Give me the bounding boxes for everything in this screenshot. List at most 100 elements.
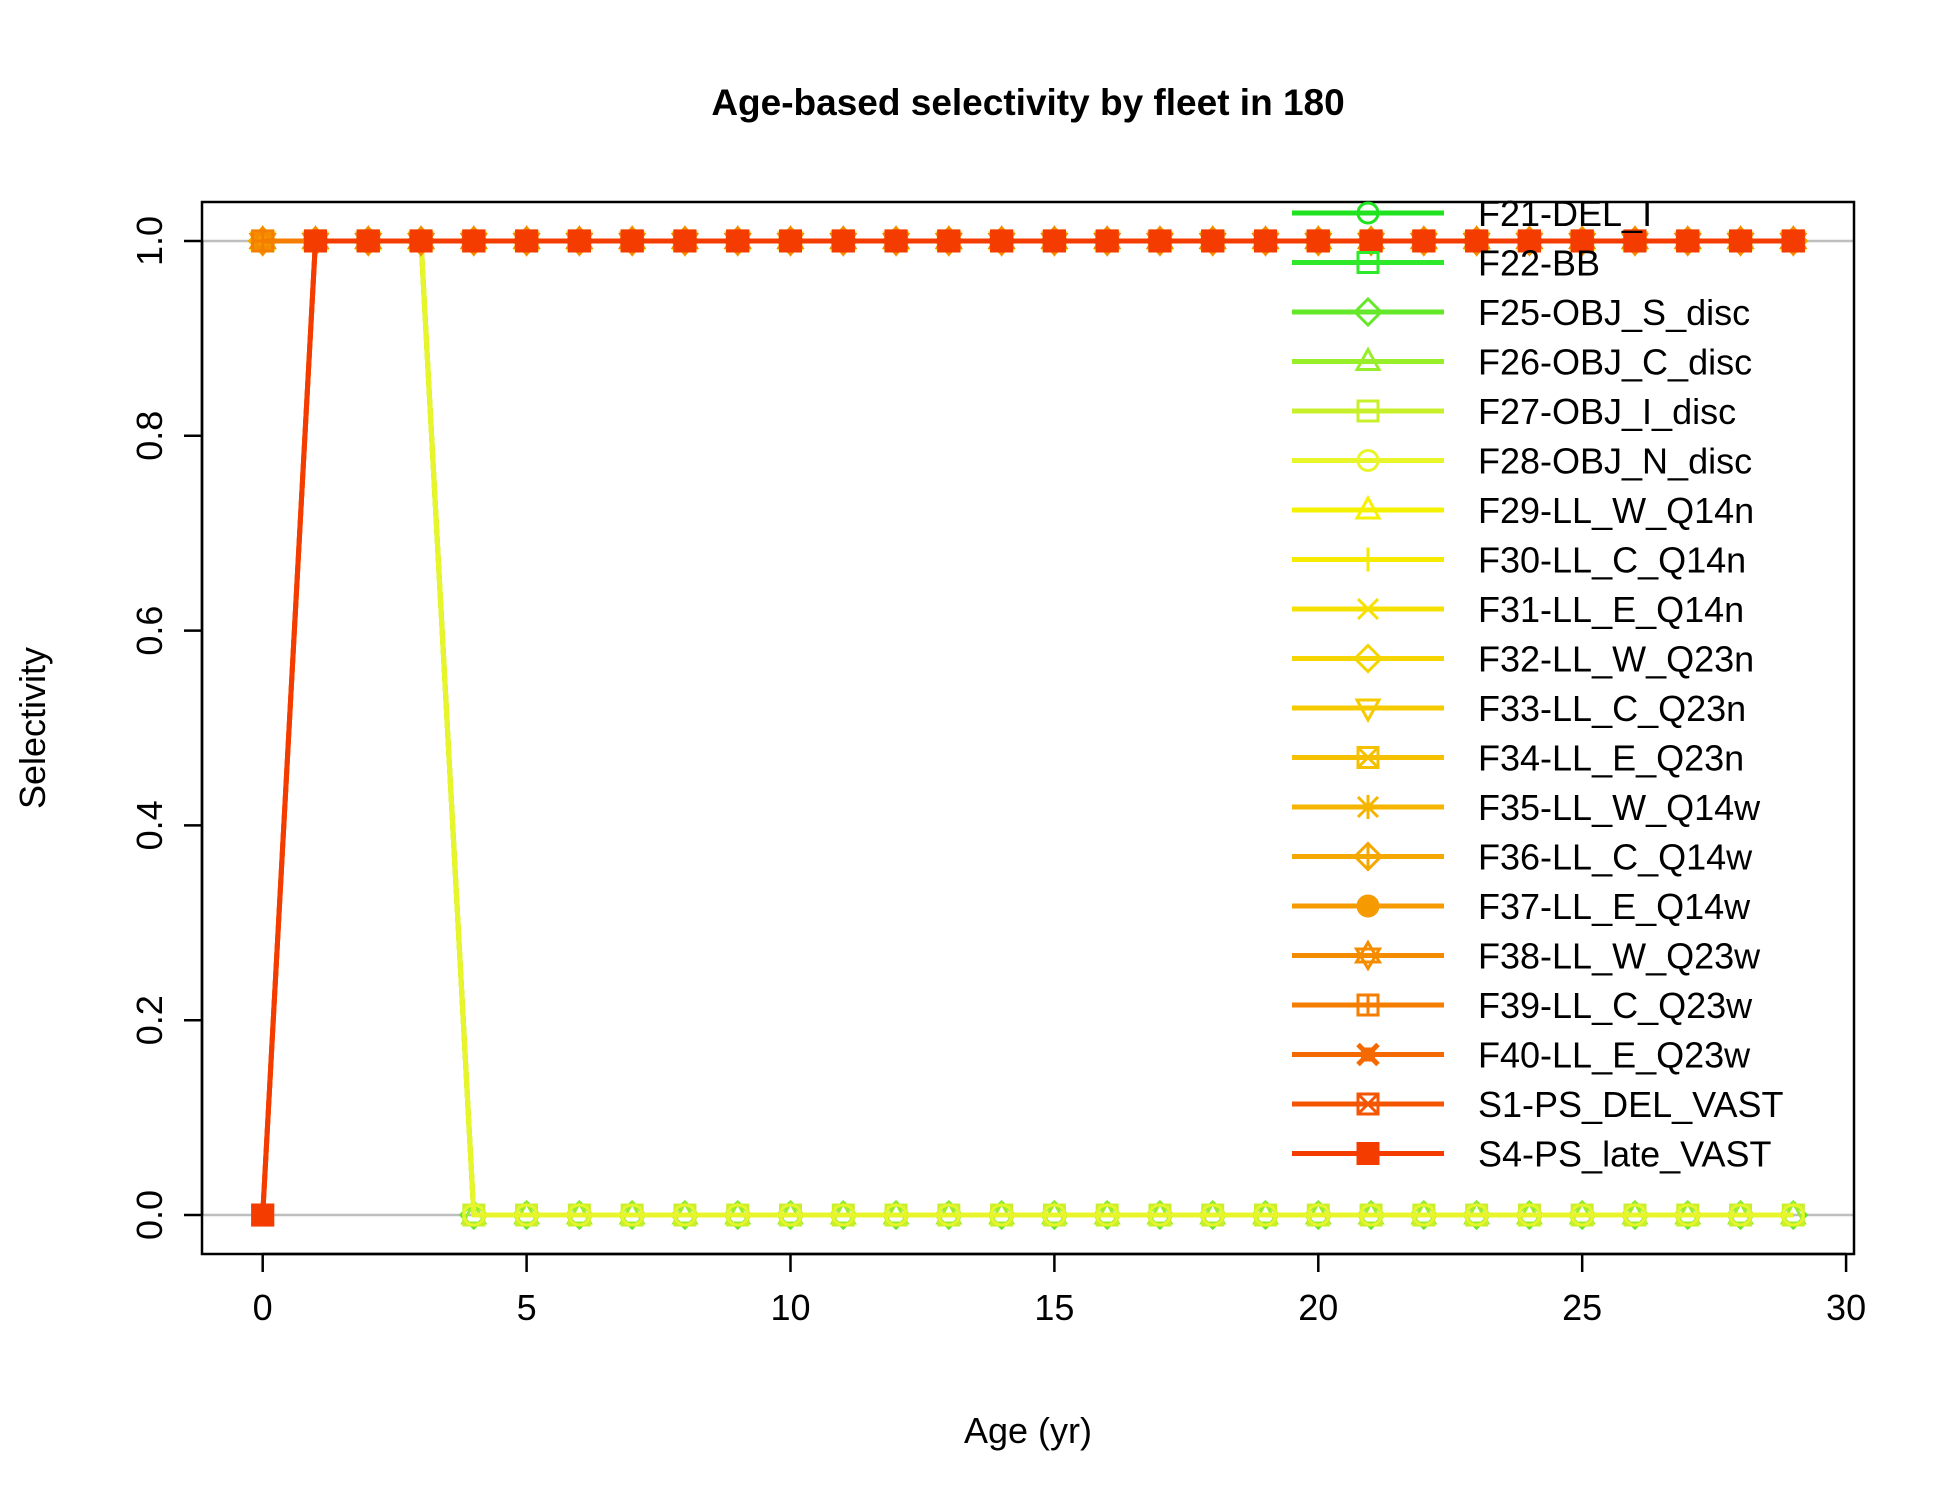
data-point: [990, 1203, 1014, 1227]
legend-marker: [1352, 296, 1384, 328]
data-point: [1729, 229, 1753, 253]
y-tick-label: 0.0: [129, 1190, 170, 1240]
legend-entry-f35-ll-w-q14w: F35-LL_W_Q14w: [1292, 787, 1761, 828]
series-s4-ps-late-vast: [251, 229, 1805, 1227]
data-point: [1623, 1203, 1647, 1227]
legend-label: F33-LL_C_Q23n: [1478, 688, 1746, 729]
data-point: [937, 1203, 961, 1227]
data-point: [1201, 229, 1225, 253]
x-tick-label: 15: [1034, 1287, 1074, 1328]
legend-marker: [1356, 201, 1380, 225]
legend-marker: [1356, 449, 1380, 472]
x-tick-label: 10: [770, 1287, 810, 1328]
legend-entry-f32-ll-w-q23n: F32-LL_W_Q23n: [1292, 639, 1754, 680]
data-point: [409, 229, 433, 253]
y-tick-label: 1.0: [129, 216, 170, 266]
data-point: [356, 229, 380, 253]
data-point: [1095, 229, 1119, 253]
legend-label: S4-PS_late_VAST: [1478, 1134, 1771, 1175]
data-point: [1254, 1203, 1278, 1227]
data-point: [1465, 229, 1489, 253]
data-point: [1148, 229, 1172, 253]
data-point: [1517, 1203, 1541, 1227]
legend-entry-f29-ll-w-q14n: F29-LL_W_Q14n: [1292, 490, 1754, 531]
legend-marker: [1356, 597, 1380, 621]
legend-label: F36-LL_C_Q14w: [1478, 837, 1753, 878]
legend-marker: [1354, 494, 1382, 520]
x-axis-label: Age (yr): [964, 1410, 1092, 1451]
data-point: [1095, 1203, 1119, 1227]
legend-marker: [1353, 939, 1383, 972]
data-point: [515, 229, 539, 253]
legend-label: F30-LL_C_Q14n: [1478, 540, 1746, 581]
legend-label: F31-LL_E_Q14n: [1478, 589, 1744, 630]
legend-marker: [1354, 698, 1382, 724]
legend-marker: [1356, 547, 1380, 572]
data-point: [1148, 1203, 1172, 1227]
legend-entry-f40-ll-e-q23w: F40-LL_E_Q23w: [1292, 1035, 1751, 1076]
data-point: [884, 229, 908, 253]
data-point: [726, 1203, 750, 1227]
data-point: [1042, 1203, 1066, 1227]
y-tick-label: 0.8: [129, 411, 170, 461]
data-point: [673, 1203, 697, 1227]
x-tick-label: 5: [517, 1287, 537, 1328]
legend-marker: [1356, 1042, 1380, 1067]
legend-label: S1-PS_DEL_VAST: [1478, 1084, 1783, 1125]
data-point: [778, 1203, 802, 1227]
data-point: [884, 1203, 908, 1227]
legend-marker: [1356, 1092, 1380, 1116]
data-point: [1517, 229, 1541, 253]
legend-label: F38-LL_W_Q23w: [1478, 936, 1761, 977]
legend-entry-f28-obj-n-disc: F28-OBJ_N_disc: [1292, 441, 1752, 482]
data-point: [1254, 229, 1278, 253]
legend-marker: [1352, 841, 1384, 872]
data-point: [251, 1203, 275, 1227]
legend: F21-DEL_I F22-BB F25-OBJ_S_disc F26-OBJ_C_d…: [1292, 193, 1783, 1175]
series-f28-obj-n-disc: [251, 229, 1805, 1227]
data-point: [831, 1203, 855, 1227]
legend-entry-f26-obj-c-disc: F26-OBJ_C_disc: [1292, 342, 1752, 383]
data-point: [462, 1203, 486, 1227]
legend-marker: [1356, 746, 1380, 769]
data-point: [567, 1203, 591, 1227]
data-point: [1201, 1203, 1225, 1227]
legend-entry-s4-ps-late-vast: S4-PS_late_VAST: [1292, 1134, 1771, 1175]
legend-label: F34-LL_E_Q23n: [1478, 738, 1744, 779]
data-point: [1676, 1203, 1700, 1227]
legend-marker: [1356, 251, 1380, 274]
legend-entry-f25-obj-s-disc: F25-OBJ_S_disc: [1292, 292, 1750, 333]
data-point: [1570, 229, 1594, 253]
x-tick-label: 25: [1562, 1287, 1602, 1328]
series-layer: [247, 225, 1809, 1231]
y-tick-label: 0.6: [129, 606, 170, 656]
legend-label: F29-LL_W_Q14n: [1478, 490, 1754, 531]
legend-label: F27-OBJ_I_disc: [1478, 391, 1736, 432]
data-point: [1412, 229, 1436, 253]
data-point: [567, 229, 591, 253]
y-tick-label: 0.2: [129, 995, 170, 1045]
data-point: [462, 229, 486, 253]
legend-label: F40-LL_E_Q23w: [1478, 1035, 1751, 1076]
legend-label: F32-LL_W_Q23n: [1478, 639, 1754, 680]
legend-entry-f33-ll-c-q23n: F33-LL_C_Q23n: [1292, 688, 1746, 729]
legend-marker: [1356, 795, 1380, 819]
data-point: [673, 229, 697, 253]
x-tick-label: 30: [1826, 1287, 1866, 1328]
legend-marker: [1356, 894, 1380, 918]
legend-label: F28-OBJ_N_disc: [1478, 441, 1752, 482]
legend-label: F37-LL_E_Q14w: [1478, 886, 1751, 927]
x-axis: 0 5 10 15 20 25 30: [253, 1252, 1866, 1328]
y-axis: 0.0 0.2 0.4 0.6 0.8 1.0: [129, 216, 204, 1240]
x-tick-label: 20: [1298, 1287, 1338, 1328]
data-point: [1623, 229, 1647, 253]
legend-marker: [1356, 399, 1380, 423]
data-point: [1729, 1203, 1753, 1227]
legend-entry-f38-ll-w-q23w: F38-LL_W_Q23w: [1292, 936, 1761, 977]
legend-label: F25-OBJ_S_disc: [1478, 292, 1750, 333]
data-point: [1359, 1203, 1383, 1227]
data-point: [620, 229, 644, 253]
legend-entry-f34-ll-e-q23n: F34-LL_E_Q23n: [1292, 738, 1744, 779]
legend-marker: [1352, 643, 1384, 674]
